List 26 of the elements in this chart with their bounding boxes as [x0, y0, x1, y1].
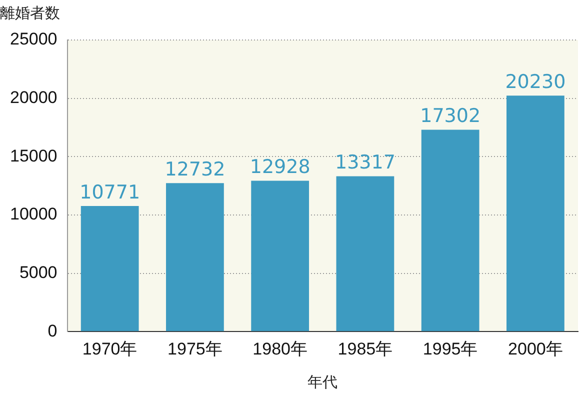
data-label: 20230 [505, 71, 566, 94]
x-tick-label: 1970年 [82, 339, 138, 358]
y-tick-label: 20000 [10, 88, 58, 108]
bar [421, 130, 480, 332]
y-axis-title: 離婚者数 [0, 4, 60, 23]
data-label: 12732 [164, 158, 226, 181]
bar [506, 96, 564, 332]
y-tick-label: 10000 [10, 204, 58, 224]
y-tick-label: 15000 [10, 146, 58, 166]
y-tick-label: 5000 [19, 262, 58, 282]
y-tick-label: 0 [48, 321, 58, 340]
x-tick-label: 1995年 [422, 339, 478, 358]
x-axis-title: 年代 [308, 374, 338, 392]
data-label: 17302 [420, 105, 481, 128]
data-label: 13317 [334, 152, 396, 174]
data-label: 10771 [80, 181, 140, 204]
bar [80, 206, 139, 332]
x-tick-label: 1980年 [252, 339, 308, 358]
data-label: 12928 [250, 156, 310, 178]
y-tick-label: 25000 [10, 30, 58, 49]
bar [166, 183, 224, 332]
x-tick-label: 2000年 [508, 339, 563, 358]
x-tick-label: 1985年 [338, 339, 393, 358]
bar [336, 176, 394, 332]
x-tick-label: 1975年 [168, 339, 222, 358]
bar [251, 180, 310, 332]
